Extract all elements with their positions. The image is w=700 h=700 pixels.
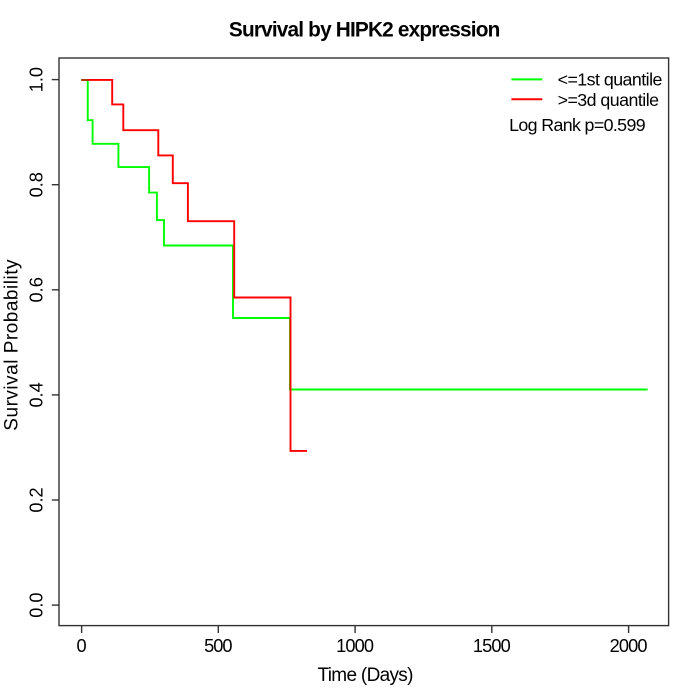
svg-text:<=1st quantile: <=1st quantile xyxy=(558,69,663,89)
svg-text:Time (Days): Time (Days) xyxy=(318,665,414,686)
svg-text:0: 0 xyxy=(77,636,87,656)
svg-text:2000: 2000 xyxy=(610,636,648,656)
svg-text:0.4: 0.4 xyxy=(27,382,47,407)
svg-text:Log Rank p=0.599: Log Rank p=0.599 xyxy=(509,115,646,135)
svg-text:1.0: 1.0 xyxy=(27,67,47,92)
svg-text:1500: 1500 xyxy=(473,636,511,656)
svg-text:0.0: 0.0 xyxy=(27,592,47,617)
svg-text:500: 500 xyxy=(204,636,232,656)
svg-text:0.6: 0.6 xyxy=(27,277,47,302)
svg-text:0.8: 0.8 xyxy=(27,172,47,197)
svg-text:0.2: 0.2 xyxy=(27,487,47,512)
svg-text:Survival by HIPK2 expression: Survival by HIPK2 expression xyxy=(229,19,500,42)
svg-text:1000: 1000 xyxy=(336,636,374,656)
svg-text:Survival Probability: Survival Probability xyxy=(2,259,23,431)
svg-text:>=3d quantile: >=3d quantile xyxy=(558,90,660,110)
